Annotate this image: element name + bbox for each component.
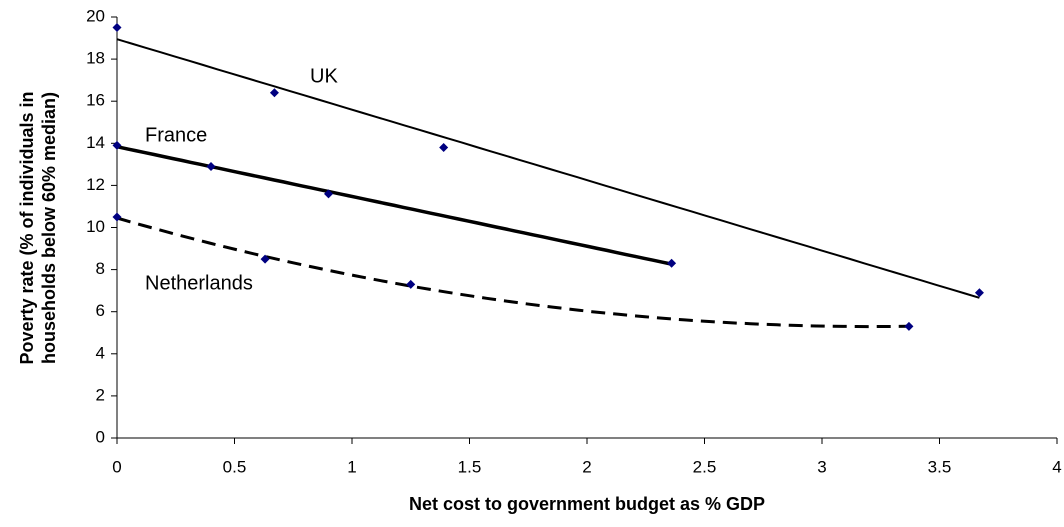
x-axis-title: Net cost to government budget as % GDP: [409, 494, 765, 514]
data-point: [260, 254, 270, 264]
x-tick-label: 0: [112, 457, 121, 476]
data-point: [406, 279, 416, 289]
y-axis-title: Poverty rate (% of individuals in househ…: [17, 91, 59, 364]
trend-line: [116, 144, 672, 266]
x-tick-label: 4: [1052, 457, 1061, 476]
data-point: [904, 321, 914, 331]
data-point: [974, 288, 984, 298]
series-label: UK: [310, 65, 338, 87]
x-tick-label: 2: [582, 457, 591, 476]
data-point: [112, 212, 122, 222]
y-tick-label: 16: [86, 91, 105, 110]
series-label: France: [145, 124, 207, 146]
x-tick-label: 1: [347, 457, 356, 476]
x-tick-label: 1.5: [458, 457, 482, 476]
y-tick-label: 8: [96, 259, 105, 278]
x-tick-label: 3.5: [928, 457, 952, 476]
trend-line: [116, 38, 980, 299]
y-tick-label: 10: [86, 217, 105, 236]
x-tick-label: 2.5: [693, 457, 717, 476]
y-axis-title-line: households below 60% median): [39, 92, 59, 364]
y-tick-label: 12: [86, 175, 105, 194]
data-point: [206, 161, 216, 171]
y-tick-label: 20: [86, 6, 105, 25]
data-point: [324, 189, 333, 199]
y-tick-label: 2: [96, 385, 105, 404]
x-tick-label: 0.5: [223, 457, 247, 476]
data-point: [269, 88, 279, 98]
y-axis-title-line: Poverty rate (% of individuals in: [17, 91, 37, 364]
y-tick-label: 4: [96, 343, 105, 362]
x-tick-label: 3: [817, 457, 826, 476]
trend-line: [116, 216, 910, 329]
data-point: [667, 258, 677, 268]
y-tick-label: 0: [96, 427, 105, 446]
data-point: [112, 23, 122, 33]
data-point: [439, 143, 449, 153]
y-tick-label: 14: [86, 133, 105, 152]
data-point: [112, 140, 122, 150]
y-tick-label: 6: [96, 301, 105, 320]
series-label: Netherlands: [145, 272, 253, 294]
y-tick-label: 18: [86, 49, 105, 68]
